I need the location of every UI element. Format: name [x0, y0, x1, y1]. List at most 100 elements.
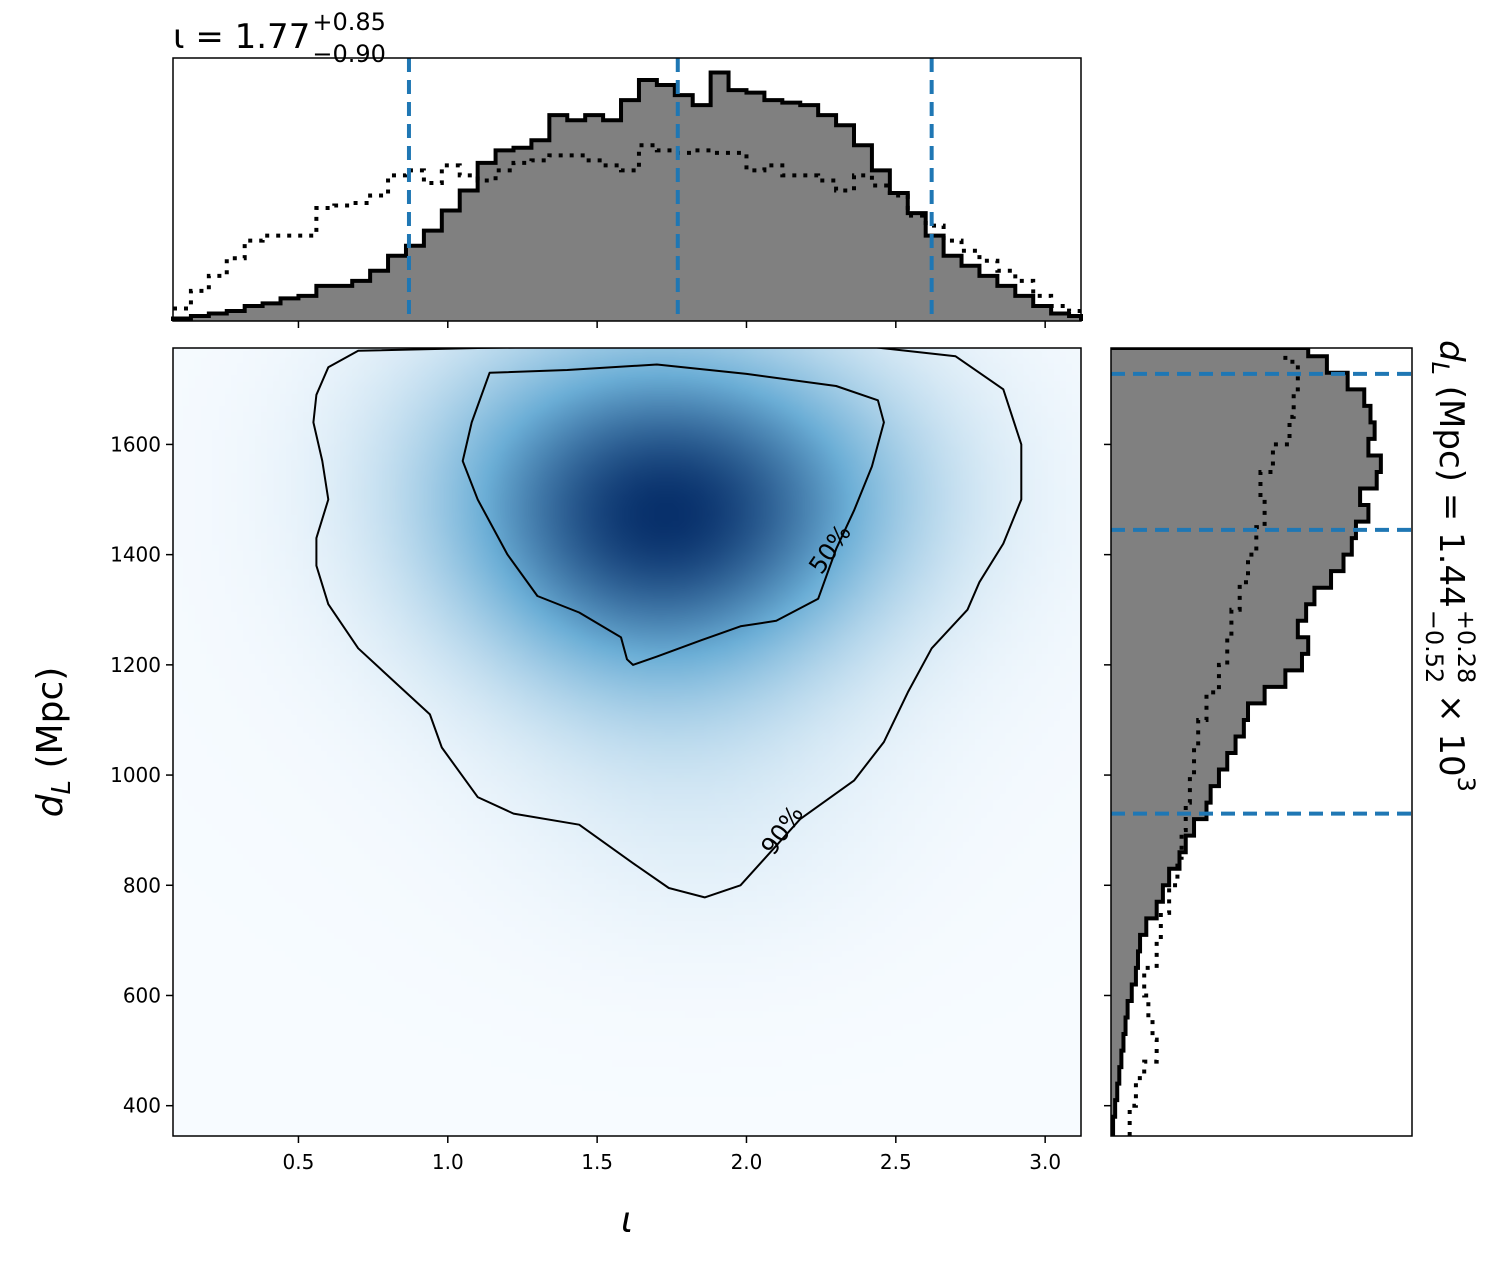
- iota-hist-bar: [513, 147, 532, 321]
- dL-marginal-frame: [1110, 347, 1413, 1137]
- iota-hist-bar: [728, 90, 747, 321]
- x-tick-label: 2.5: [880, 1150, 912, 1174]
- dL-hist-bar: [1111, 719, 1244, 737]
- x-tick-label: 1.0: [432, 1150, 464, 1174]
- y-tick-label: 1000: [110, 763, 161, 787]
- iota-hist-bar: [692, 105, 712, 321]
- iota-hist-bar: [1015, 295, 1034, 321]
- y-tick-label: 1400: [110, 543, 161, 567]
- iota-hist-bar: [656, 85, 676, 321]
- iota-hist-bar: [262, 303, 282, 321]
- iota-hist-bar: [585, 115, 604, 322]
- y-tick-label: 600: [123, 983, 161, 1007]
- iota-hist-bar: [638, 80, 658, 321]
- dL-hist-bar: [1111, 1000, 1128, 1019]
- iota-hist-bar: [621, 100, 640, 322]
- dL-hist-bar: [1111, 1083, 1118, 1101]
- iota-hist-bar: [190, 315, 210, 321]
- dL-hist-bar: [1111, 852, 1180, 870]
- iota-hist-bar: [961, 265, 980, 321]
- iota-hist-bar: [459, 190, 479, 321]
- dL-hist-bar: [1111, 786, 1211, 804]
- iota-hist-bar: [925, 235, 945, 321]
- iota-hist-bar: [334, 285, 353, 321]
- dL-hist-bar: [1111, 571, 1332, 589]
- density-heatmap: [173, 348, 1081, 1136]
- y-tick-label: 400: [123, 1094, 161, 1118]
- iota-hist-bar: [244, 305, 264, 321]
- iota-hist-bar: [441, 210, 461, 321]
- dL-marginal-ticks: [1104, 443, 1111, 1107]
- iota-hist-bar: [603, 120, 622, 321]
- dL-hist-bar: [1111, 538, 1352, 556]
- iota-hist-bar: [388, 255, 407, 321]
- dL-hist-bar: [1111, 1067, 1120, 1085]
- iota-hist-bar: [907, 213, 927, 321]
- dL-hist-bar: [1111, 422, 1375, 440]
- dL-hist-bar: [1111, 703, 1249, 721]
- iota-hist-bar: [764, 100, 783, 322]
- iota-hist-bar: [495, 150, 514, 321]
- iota-hist-bar: [370, 270, 389, 321]
- iota-hist-bar: [997, 285, 1016, 321]
- dL-hist-bar: [1111, 934, 1141, 952]
- iota-hist-bar: [477, 162, 497, 321]
- dL-hist-bar: [1111, 868, 1170, 886]
- dL-hist-bar: [1111, 1100, 1116, 1118]
- x-axis-ticks: 0.5 1.0 1.5 2.0 2.5 3.0: [283, 1136, 1061, 1174]
- dL-hist-bar: [1111, 1034, 1124, 1052]
- dL-hist-bar: [1111, 471, 1377, 490]
- iota-hist-bar: [531, 140, 550, 321]
- dL-hist-bar: [1111, 670, 1286, 688]
- joint-density-panel: 50%90% 0.5 1.0 1.5 2.0 2.5 3.0 40060080010001…: [110, 347, 1082, 1174]
- dL-hist-bar: [1111, 1017, 1126, 1035]
- dL-credible-lines: [1111, 371, 1412, 816]
- dL-hist-bar: [1111, 438, 1369, 456]
- dL-hist-bar: [1111, 1050, 1122, 1068]
- iota-hist-bar: [889, 192, 909, 321]
- dL-posterior-histogram: [1111, 348, 1383, 1136]
- dL-hist-bar: [1111, 620, 1298, 638]
- iota-hist-bar: [800, 105, 819, 321]
- dL-hist-bar: [1111, 736, 1236, 754]
- iota-title: ι = 1.77+0.85 −0.90: [173, 8, 386, 68]
- iota-hist-bar: [208, 313, 228, 321]
- y-tick-label: 800: [123, 873, 161, 897]
- x-axis-label: ι: [621, 1200, 633, 1241]
- dL-hist-bar: [1111, 918, 1147, 936]
- dL-hist-bar: [1111, 967, 1136, 985]
- iota-hist-bar: [280, 298, 299, 321]
- dL-side-label: dL (Mpc) = 1.44+0.28−0.52 × 103: [1420, 340, 1480, 792]
- dL-hist-bar: [1111, 405, 1371, 423]
- dL-hist-bar: [1111, 637, 1309, 655]
- y-axis-ticks: 400 600 800 1000 1200 1400 1600: [110, 432, 173, 1118]
- iota-hist-bar: [871, 170, 891, 321]
- dL-hist-bar: [1111, 802, 1207, 820]
- dL-hist-bar: [1111, 835, 1186, 853]
- iota-hist-bar: [567, 120, 586, 321]
- dL-hist-bar: [1111, 348, 1309, 357]
- iota-posterior-histogram: [171, 70, 1083, 322]
- iota-hist-bar: [316, 285, 335, 321]
- dL-hist-bar: [1111, 951, 1138, 969]
- iota-hist-bar: [423, 230, 443, 321]
- dL-hist-bar: [1111, 455, 1381, 473]
- dL-hist-bar: [1111, 901, 1157, 919]
- dL-hist-bar: [1111, 984, 1132, 1002]
- dL-hist-bar: [1111, 356, 1327, 374]
- dL-hist-bar: [1111, 604, 1307, 622]
- iota-hist-bar: [746, 92, 765, 321]
- contour-lines: [312, 348, 1023, 899]
- dL-hist-bar: [1111, 488, 1361, 506]
- iota-prior-line: [173, 143, 1081, 313]
- y-axis-label: dL (Mpc): [30, 667, 77, 818]
- x-tick-label: 1.5: [581, 1150, 613, 1174]
- iota-hist-bar: [782, 102, 801, 321]
- dL-hist-bar: [1111, 686, 1265, 704]
- iota-hist-bar: [818, 115, 837, 322]
- dL-hist-bar: [1111, 819, 1195, 837]
- iota-hist-bar: [1069, 315, 1082, 321]
- x-tick-label: 2.0: [731, 1150, 763, 1174]
- dL-hist-bar: [1111, 389, 1365, 407]
